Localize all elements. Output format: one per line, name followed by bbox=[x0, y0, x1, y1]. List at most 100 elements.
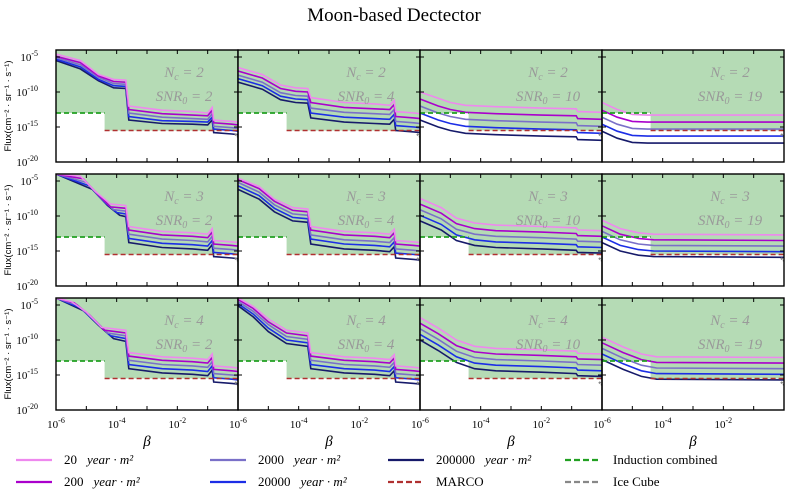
annotation-snr-value: = 10 bbox=[548, 213, 581, 229]
curve-exposure-20000 bbox=[602, 236, 784, 253]
legend-item-induction-combined: Induction combined bbox=[565, 452, 718, 467]
curve-exposure-20 bbox=[238, 66, 420, 115]
legend-item-marco: MARCO bbox=[388, 474, 484, 489]
y-tick-label: 10-5 bbox=[20, 173, 38, 188]
x-tick-base: 10 bbox=[290, 419, 302, 431]
panel-plot-area bbox=[602, 174, 784, 262]
y-tick-base: 10 bbox=[20, 300, 32, 312]
legend-name: 2000 bbox=[258, 452, 284, 467]
x-tick-base: 10 bbox=[593, 419, 605, 431]
curve-exposure-20000 bbox=[238, 302, 420, 381]
curve-exposure-2000 bbox=[238, 74, 420, 125]
x-tick-label: 10-6 bbox=[229, 416, 247, 431]
annotation-nc: Nc = 2 bbox=[163, 65, 204, 83]
legend-name: Induction combined bbox=[613, 452, 718, 467]
annotation-nc: Nc = 2 bbox=[527, 65, 568, 83]
annotation-nc-symbol: N bbox=[709, 65, 721, 81]
panel-nc3-snr4: Nc = 3 SNR0 = 4 bbox=[237, 173, 421, 287]
annotation-nc-subscript: c bbox=[356, 320, 361, 331]
curve-exposure-2000 bbox=[420, 328, 602, 366]
legend-item-2000: 2000 year · m² bbox=[210, 452, 341, 467]
excluded-region bbox=[238, 174, 420, 255]
x-tick-exponent: -2 bbox=[179, 416, 186, 425]
x-tick-base: 10 bbox=[168, 419, 180, 431]
annotation-nc-subscript: c bbox=[720, 72, 725, 83]
y-tick-label: 10-20 bbox=[16, 278, 38, 293]
excluded-region bbox=[238, 50, 420, 131]
y-tick-base: 10 bbox=[16, 370, 28, 382]
annotation-nc-symbol: N bbox=[345, 189, 357, 205]
curve-exposure-20 bbox=[602, 101, 784, 116]
annotation-nc-subscript: c bbox=[174, 72, 179, 83]
annotation-nc-symbol: N bbox=[709, 189, 721, 205]
annotation-snr-subscript: 0 bbox=[725, 96, 730, 107]
annotation-nc-value: = 4 bbox=[361, 313, 387, 329]
curve-exposure-2000 bbox=[420, 208, 602, 243]
legend-name: MARCO bbox=[436, 474, 484, 489]
panel-plot-area bbox=[56, 50, 238, 138]
x-tick-base: 10 bbox=[229, 419, 241, 431]
curve-exposure-200000 bbox=[420, 220, 602, 254]
annotation-snr: SNR0 = 2 bbox=[156, 89, 213, 107]
y-tick-exponent: -5 bbox=[31, 297, 38, 306]
y-tick-label: 10-5 bbox=[20, 49, 38, 64]
x-tick-exponent: -4 bbox=[119, 416, 126, 425]
x-tick-base: 10 bbox=[714, 419, 726, 431]
x-tick-label: 10-6 bbox=[47, 416, 65, 431]
annotation-snr-value: = 4 bbox=[369, 213, 395, 229]
curve-exposure-2000 bbox=[420, 105, 602, 128]
annotation-nc-subscript: c bbox=[538, 72, 543, 83]
x-tick-label: 10-2 bbox=[350, 416, 368, 431]
annotation-snr-subscript: 0 bbox=[725, 344, 730, 355]
x-tick-base: 10 bbox=[108, 419, 120, 431]
annotation-nc-symbol: N bbox=[163, 313, 175, 329]
y-axis-label: Flux(cm⁻² · sr⁻¹ · s⁻¹) bbox=[3, 184, 14, 275]
curve-exposure-200000 bbox=[602, 130, 784, 144]
annotation-nc-symbol: N bbox=[527, 65, 539, 81]
annotation-nc-subscript: c bbox=[720, 196, 725, 207]
legend-name: Ice Cube bbox=[613, 474, 660, 489]
curve-exposure-2000 bbox=[602, 347, 784, 370]
x-tick-base: 10 bbox=[47, 419, 59, 431]
x-tick-base: 10 bbox=[654, 419, 666, 431]
legend-item-200000: 200000 year · m² bbox=[388, 452, 532, 467]
annotation-snr-subscript: 0 bbox=[543, 220, 548, 231]
x-tick-exponent: -2 bbox=[543, 416, 550, 425]
x-tick-label: 10-6 bbox=[411, 416, 429, 431]
x-tick-exponent: -6 bbox=[604, 416, 611, 425]
x-axis-label: β bbox=[688, 434, 697, 450]
panel-plot-area bbox=[238, 298, 420, 386]
curve-exposure-20000 bbox=[238, 185, 420, 256]
legend-name: 200000 bbox=[436, 452, 475, 467]
curve-exposure-20 bbox=[238, 298, 420, 369]
annotation-snr-value: = 2 bbox=[187, 337, 213, 353]
x-tick-label: 10-4 bbox=[472, 416, 490, 431]
annotation-nc-value: = 3 bbox=[179, 189, 204, 205]
annotation-nc-symbol: N bbox=[163, 65, 175, 81]
annotation-snr-value: = 10 bbox=[548, 337, 581, 353]
annotation-snr: SNR0 = 4 bbox=[338, 213, 395, 231]
curve-exposure-20 bbox=[420, 316, 602, 355]
y-tick-base: 10 bbox=[16, 246, 28, 258]
curve-exposure-20000 bbox=[602, 123, 784, 137]
annotation-snr-value: = 4 bbox=[369, 89, 395, 105]
legend-label: 20 year · m² bbox=[64, 452, 134, 467]
annotation-snr: SNR0 = 2 bbox=[156, 213, 213, 231]
y-tick-label: 10-15 bbox=[16, 243, 38, 258]
x-tick-exponent: -4 bbox=[483, 416, 490, 425]
y-tick-label: 10-10 bbox=[16, 208, 38, 223]
curve-exposure-2000 bbox=[602, 116, 784, 130]
legend-item-20000: 20000 year · m² bbox=[210, 474, 348, 489]
panel-nc2-snr2: Nc = 2 SNR0 = 2 bbox=[55, 49, 239, 163]
legend-label: Induction combined bbox=[613, 452, 718, 467]
x-tick-exponent: -6 bbox=[240, 416, 247, 425]
y-axis-label: Flux(cm⁻² · sr⁻¹ · s⁻¹) bbox=[3, 308, 14, 399]
annotation-nc: Nc = 2 bbox=[709, 65, 750, 83]
panel-plot-area bbox=[420, 298, 602, 386]
y-tick-label: 10-10 bbox=[16, 332, 38, 347]
panel-nc3-snr2: Nc = 3 SNR0 = 2 bbox=[55, 173, 239, 287]
